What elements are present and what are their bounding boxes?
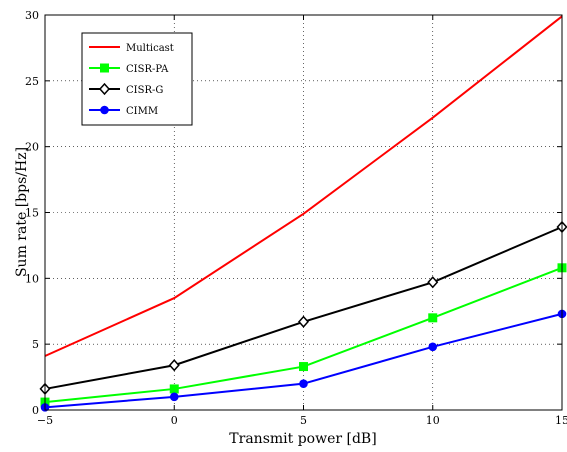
x-axis-title: Transmit power [dB]: [229, 431, 376, 447]
data-point: [168, 359, 180, 372]
legend-marker: [98, 82, 111, 96]
y-tick-label: 5: [32, 338, 39, 351]
y-tick-label: 15: [25, 207, 39, 220]
series-2: [39, 220, 567, 396]
y-tick-label: 25: [25, 75, 39, 88]
x-tick-label: 15: [555, 414, 567, 427]
data-point: [427, 276, 439, 289]
x-tick-label: 10: [426, 414, 440, 427]
legend-item: CISR-PA: [89, 63, 169, 75]
y-axis-title: Sum rate [bps/Hz]: [14, 147, 30, 277]
x-tick-label: −5: [37, 414, 53, 427]
data-point: [299, 379, 308, 388]
legend-item: CIMM: [89, 105, 158, 117]
legend-marker: [100, 63, 109, 73]
legend-label: CISR-G: [126, 85, 163, 96]
data-point: [169, 392, 179, 402]
legend-label: CISR-PA: [126, 64, 169, 75]
legend-label: CIMM: [126, 106, 158, 117]
data-point: [169, 384, 179, 394]
legend: Multicast CISR-PA CISR-G CIMM: [81, 32, 193, 126]
series-0: [44, 15, 563, 357]
y-tick-label: 10: [25, 272, 39, 285]
data-point: [297, 315, 310, 328]
y-tick-label: 0: [32, 404, 39, 417]
y-tick-label: 20: [25, 141, 39, 154]
x-tick-label: 0: [171, 414, 178, 427]
legend-label: Multicast: [126, 43, 174, 54]
legend-item: Multicast: [89, 43, 174, 54]
y-tick-label: 30: [25, 9, 39, 22]
series-line: [44, 15, 563, 357]
data-point: [299, 362, 308, 372]
legend-item: CISR-G: [89, 82, 163, 96]
legend-marker: [100, 105, 109, 115]
x-tick-label: 5: [300, 414, 307, 427]
data-point: [428, 342, 438, 352]
data-point: [428, 313, 438, 323]
